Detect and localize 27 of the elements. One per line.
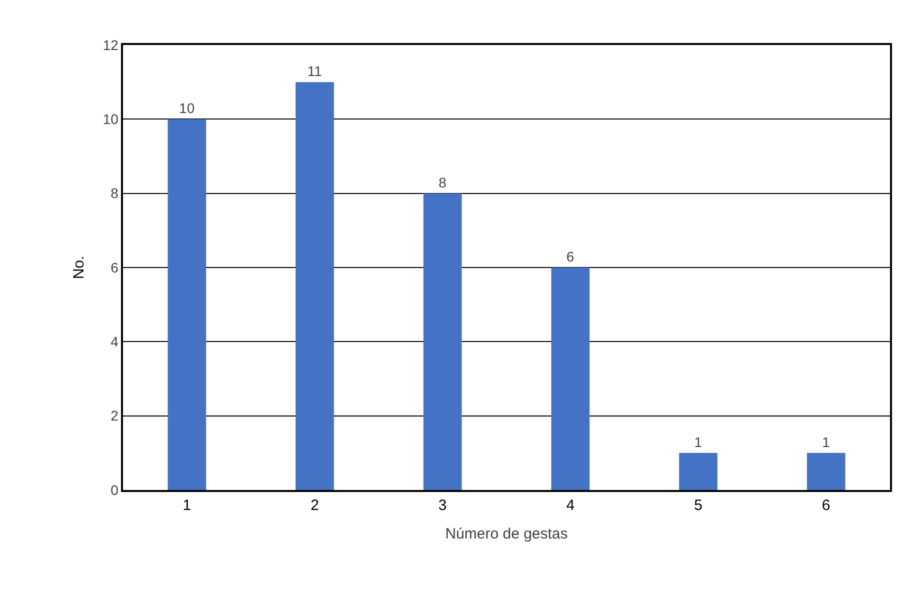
y-axis-title: No. [70,256,88,280]
data-label: 6 [566,248,574,264]
y-tick-label: 8 [110,185,119,202]
x-tick-label: 5 [694,496,702,514]
data-label: 11 [307,63,322,80]
y-tick-label: 4 [110,334,119,350]
y-tick-label: 10 [102,111,119,128]
y-tick-label: 2 [110,408,119,424]
x-tick-label: 2 [310,496,319,514]
data-label: 8 [438,174,447,190]
bar [679,452,718,490]
x-axis-title: Número de gestas [445,525,568,542]
data-label: 1 [694,434,702,450]
data-label: 10 [179,100,195,116]
bar [551,268,590,490]
x-tick-label: 3 [438,496,447,514]
bar [296,82,334,490]
bar [806,452,846,490]
bar [423,193,462,490]
bar [168,119,206,490]
x-tick-label: 6 [822,496,830,514]
data-label: 1 [822,434,830,450]
y-tick-label: 12 [102,36,119,53]
y-tick-label: 0 [110,482,119,498]
x-tick-label: 4 [566,496,575,514]
x-tick-label: 1 [182,496,192,514]
y-tick-label: 6 [110,259,119,276]
